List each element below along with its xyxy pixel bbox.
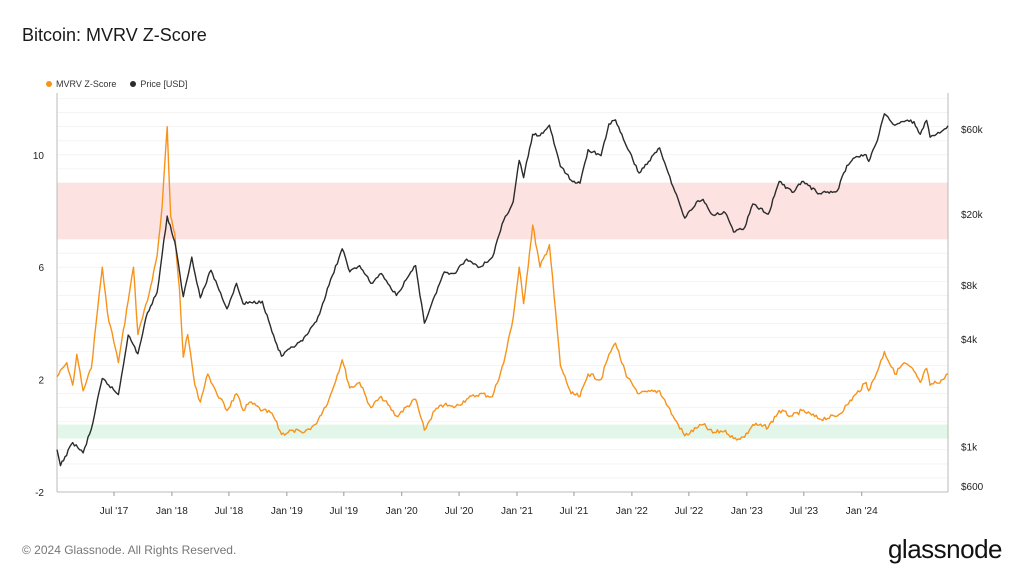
x-tick-label: Jan '21 bbox=[501, 506, 533, 517]
x-tick-label: Jul '19 bbox=[330, 506, 359, 517]
legend-label-price: Price [USD] bbox=[140, 79, 188, 89]
legend-dot-mvrv bbox=[46, 81, 52, 87]
x-tick-label: Jan '20 bbox=[386, 506, 418, 517]
y-right-tick-label: $20k bbox=[961, 210, 984, 221]
page-title: Bitcoin: MVRV Z-Score bbox=[22, 25, 207, 45]
chart-legend[interactable]: MVRV Z-Score Price [USD] bbox=[46, 79, 187, 89]
x-tick-label: Jul '23 bbox=[790, 506, 819, 517]
y-left-tick-label: 6 bbox=[38, 263, 44, 274]
x-tick-label: Jul '18 bbox=[215, 506, 244, 517]
price-line bbox=[56, 113, 949, 467]
copyright-text: © 2024 Glassnode. All Rights Reserved. bbox=[22, 543, 237, 557]
glassnode-logo[interactable]: glassnode bbox=[887, 534, 1003, 564]
y-right-tick-label: $60k bbox=[961, 125, 984, 136]
red-band bbox=[57, 182, 948, 240]
x-tick-label: Jul '22 bbox=[675, 506, 704, 517]
x-tick-label: Jan '22 bbox=[616, 506, 648, 517]
x-tick-label: Jan '19 bbox=[271, 506, 303, 517]
legend-item-mvrv[interactable]: MVRV Z-Score bbox=[46, 79, 116, 89]
mvrv-zscore-line bbox=[56, 126, 949, 441]
y-left-tick-label: 10 bbox=[33, 151, 45, 162]
legend-dot-price bbox=[130, 81, 137, 87]
green-band bbox=[57, 424, 948, 439]
x-tick-label: Jan '23 bbox=[731, 506, 763, 517]
y-right-tick-label: $4k bbox=[961, 335, 978, 346]
x-tick-label: Jul '21 bbox=[560, 506, 589, 517]
x-tick-label: Jul '17 bbox=[100, 506, 129, 517]
legend-item-price[interactable]: Price [USD] bbox=[130, 79, 187, 89]
x-tick-label: Jul '20 bbox=[445, 506, 474, 517]
y-right-tick-label: $600 bbox=[961, 482, 984, 493]
x-tick-label: Jan '24 bbox=[846, 506, 878, 517]
y-right-tick-label: $1k bbox=[961, 442, 978, 453]
y-left-tick-label: 2 bbox=[38, 376, 44, 387]
legend-label-mvrv: MVRV Z-Score bbox=[56, 79, 117, 89]
x-tick-label: Jan '18 bbox=[156, 506, 188, 517]
y-left-tick-label: -2 bbox=[35, 488, 44, 499]
y-right-tick-label: $8k bbox=[961, 281, 978, 292]
